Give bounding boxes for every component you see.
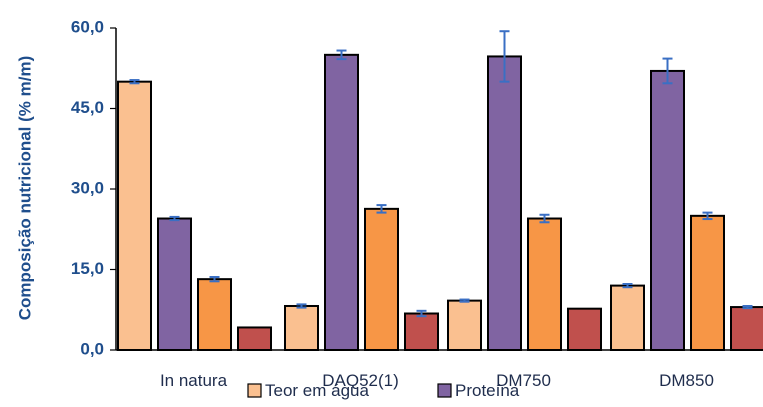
bars-layer <box>117 53 763 352</box>
y-tick-label: 45,0 <box>71 98 104 117</box>
legend-swatch <box>437 383 452 398</box>
legend-swatch <box>247 383 262 398</box>
bar <box>567 307 602 351</box>
legend-label: Teor em água <box>265 381 369 400</box>
bar <box>487 55 522 352</box>
y-tick-label: 30,0 <box>71 178 104 197</box>
bar <box>610 284 645 352</box>
bar <box>237 326 272 351</box>
legend: Teor em água Proteína <box>247 381 520 400</box>
bar <box>730 306 763 352</box>
x-category-label: DM750 <box>496 371 551 390</box>
y-tick-label: 60,0 <box>71 17 104 36</box>
x-category-label: DM850 <box>659 371 714 390</box>
bar <box>324 53 359 351</box>
bar <box>690 214 725 351</box>
x-category-labels: In natura DAQ52(1) DM750 DM850 <box>160 371 714 390</box>
bar <box>284 304 319 352</box>
bar <box>157 217 192 351</box>
bar <box>197 278 232 351</box>
bar <box>404 312 439 351</box>
bar <box>447 299 482 352</box>
bar <box>527 217 562 351</box>
bar <box>364 207 399 351</box>
bar <box>650 69 685 352</box>
x-category-label: DAQ52(1) <box>322 371 399 390</box>
y-tick-label: 0,0 <box>80 339 104 358</box>
y-ticks: 0,0 15,0 30,0 45,0 60,0 <box>71 17 116 358</box>
y-axis-title: Composição nutricional (% m/m) <box>15 56 34 320</box>
y-tick-label: 15,0 <box>71 259 104 278</box>
legend-label: Proteína <box>455 381 520 400</box>
error-bars-layer <box>129 30 753 318</box>
bar <box>117 80 152 352</box>
x-category-label: In natura <box>160 371 228 390</box>
